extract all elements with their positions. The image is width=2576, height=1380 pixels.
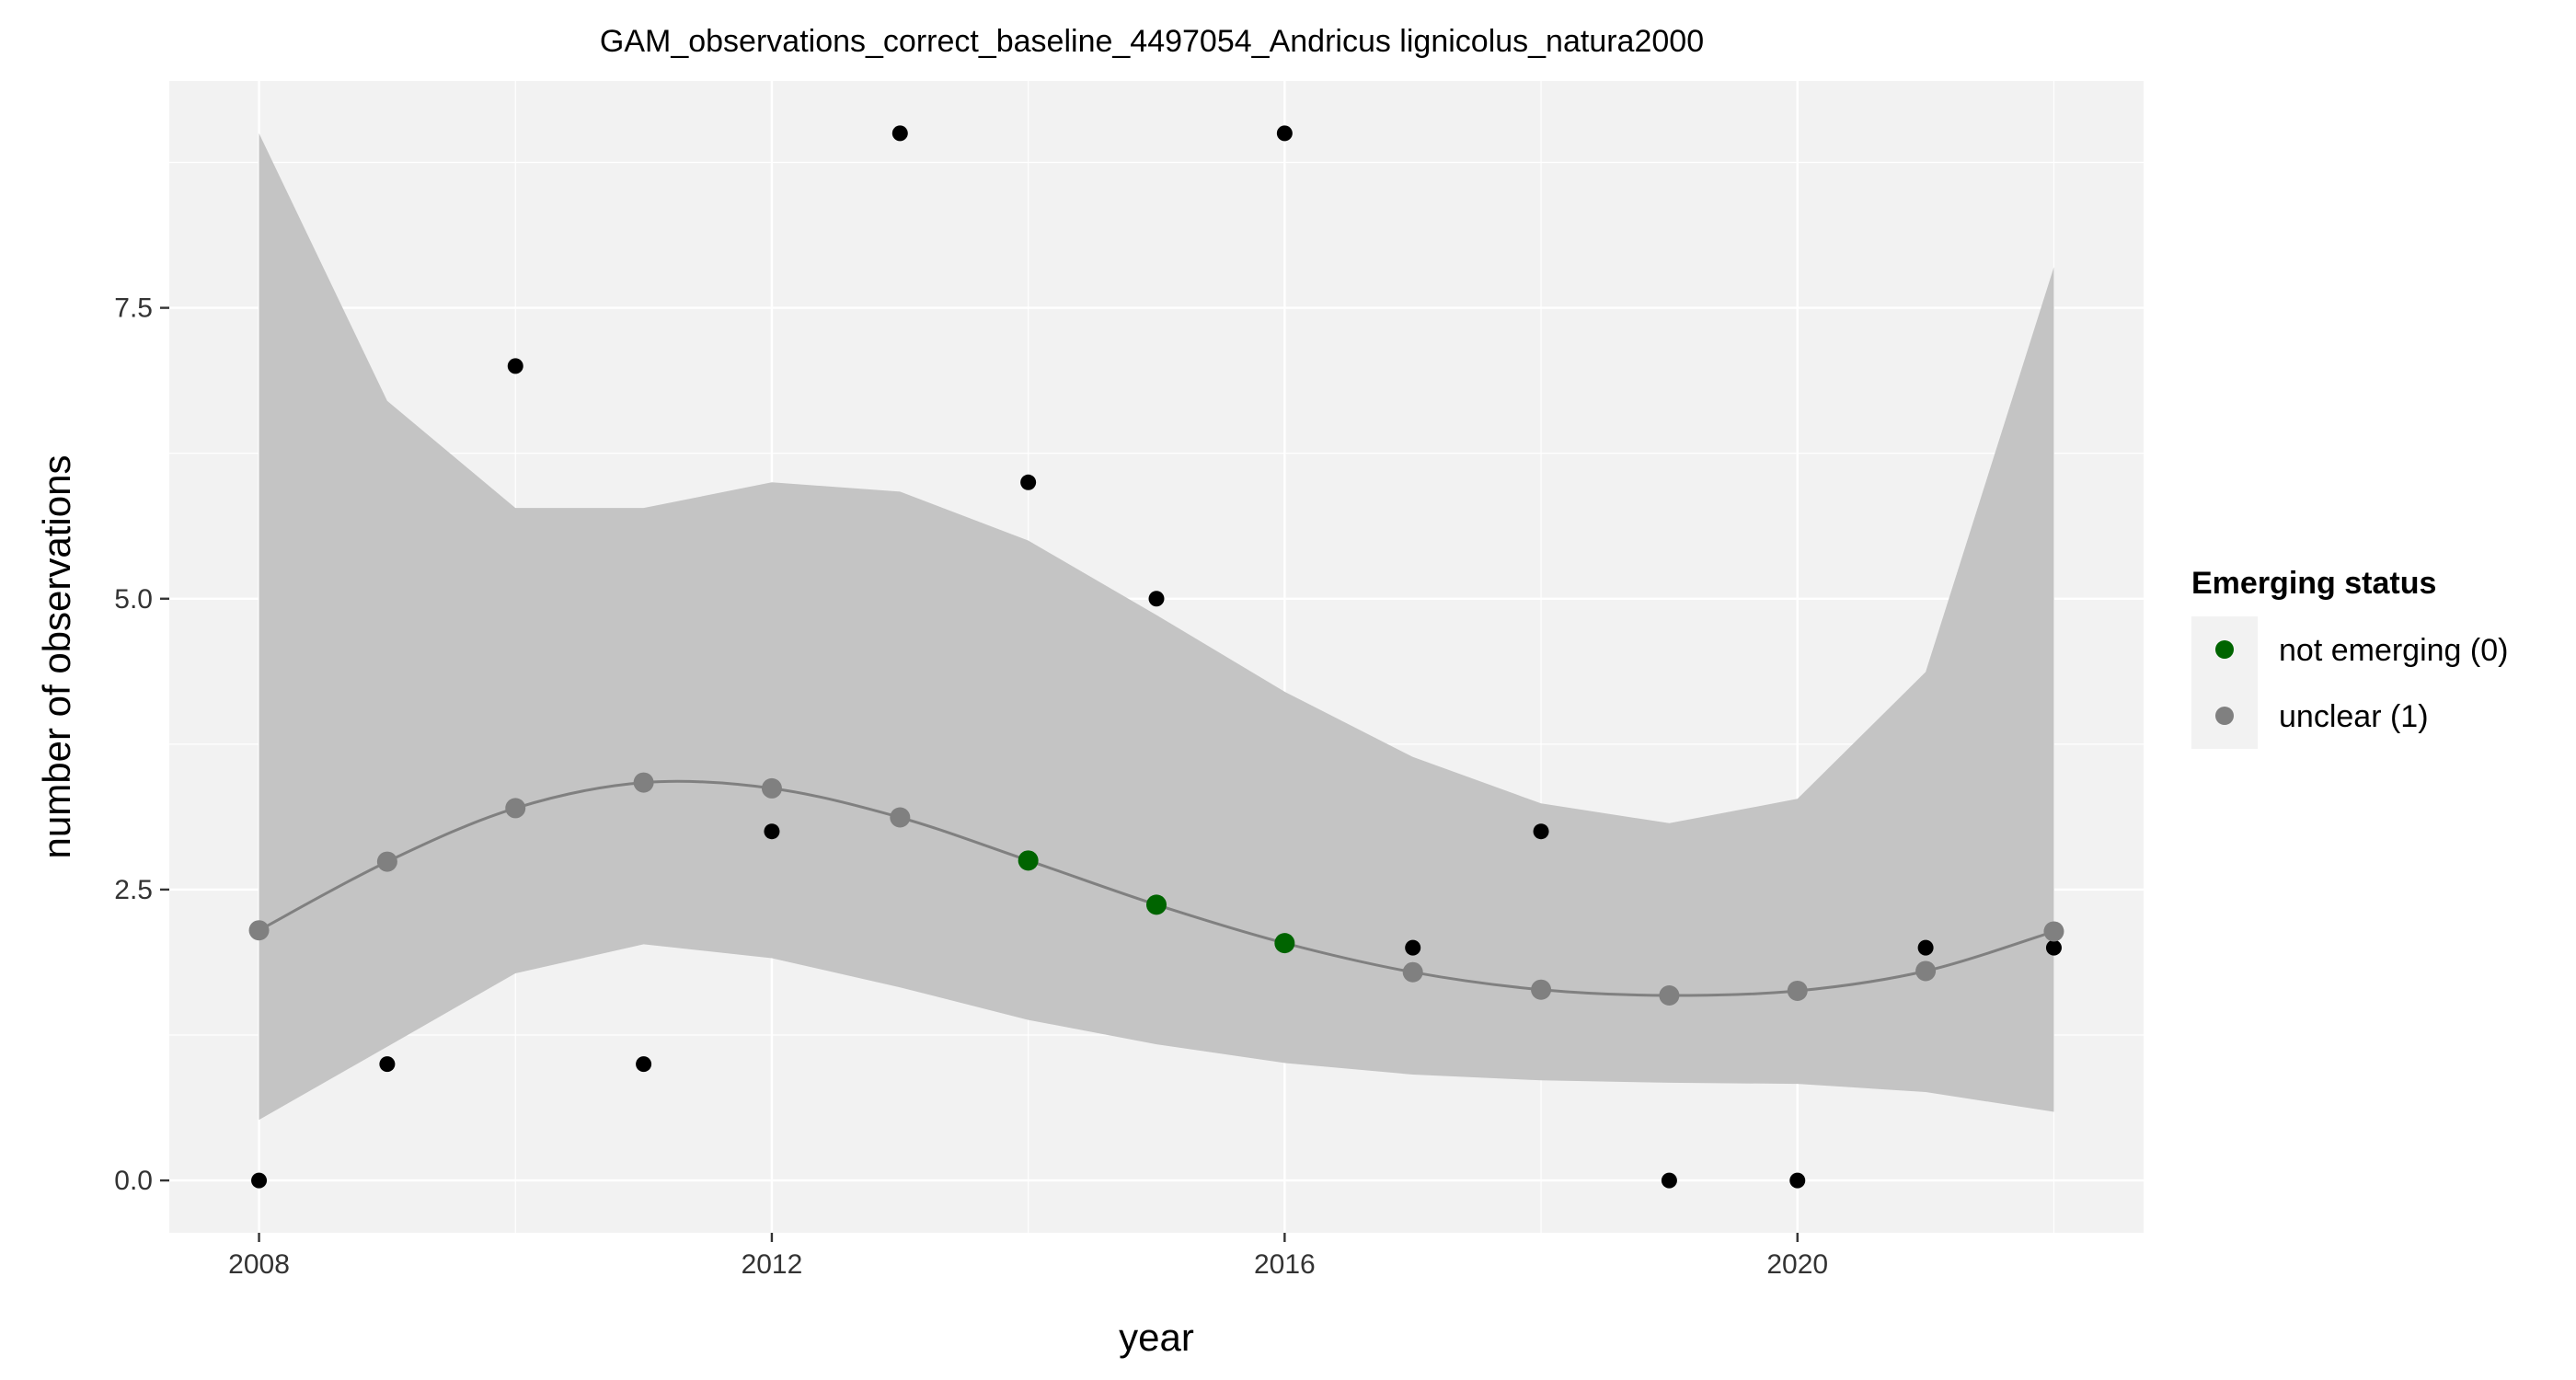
y-tick-label: 5.0	[114, 584, 153, 615]
fitted-point-unclear	[1659, 985, 1680, 1006]
fitted-points-layer	[248, 772, 2064, 1006]
y-tick-label: 0.0	[114, 1166, 153, 1196]
legend: Emerging status not emerging (0) unclear…	[2191, 566, 2508, 749]
fitted-point-unclear	[1915, 960, 1937, 982]
observed-point	[764, 823, 780, 840]
observed-point	[2045, 939, 2062, 956]
axes: 2008 2012 2016 2020 0.0 2.5 5.0 7.5	[114, 293, 1828, 1280]
observed-point	[1405, 939, 1421, 956]
y-axis-title: number of observations	[35, 455, 78, 859]
fitted-point-not-emerging	[1274, 933, 1295, 954]
fitted-point-unclear	[2043, 921, 2064, 942]
chart-title: GAM_observations_correct_baseline_449705…	[600, 24, 1704, 59]
x-axis-title: year	[1119, 1316, 1194, 1359]
legend-key-unclear	[2215, 707, 2234, 725]
legend-label-not-emerging: not emerging (0)	[2279, 633, 2508, 668]
fitted-point-unclear	[890, 807, 911, 828]
confidence-band	[259, 132, 2054, 1121]
legend-key-not-emerging	[2215, 640, 2234, 659]
observed-point	[1276, 125, 1293, 142]
observed-points-layer	[251, 125, 2062, 1189]
observed-point	[379, 1056, 396, 1073]
observed-point	[1661, 1172, 1677, 1189]
fitted-point-unclear	[505, 798, 526, 819]
observed-point	[1789, 1172, 1806, 1189]
observed-point	[251, 1172, 268, 1189]
confidence-band-layer	[259, 132, 2054, 1121]
observed-point	[636, 1056, 652, 1073]
y-tick-label: 2.5	[114, 875, 153, 905]
fitted-point-unclear	[1531, 979, 1552, 1000]
observed-point	[1917, 939, 1934, 956]
x-tick-label: 2020	[1766, 1249, 1828, 1280]
legend-title: Emerging status	[2191, 566, 2436, 601]
fitted-point-not-emerging	[1018, 850, 1039, 871]
fitted-point-unclear	[248, 920, 270, 941]
fitted-point-unclear	[376, 851, 397, 872]
observed-point	[1533, 823, 1549, 840]
fitted-point-not-emerging	[1146, 894, 1167, 915]
legend-label-unclear: unclear (1)	[2279, 699, 2429, 734]
x-tick-label: 2008	[228, 1249, 290, 1280]
observed-point	[891, 125, 908, 142]
fitted-point-unclear	[1787, 980, 1808, 1001]
fitted-point-unclear	[761, 777, 782, 799]
y-tick-label: 7.5	[114, 293, 153, 324]
observed-point	[1148, 591, 1165, 607]
x-tick-label: 2016	[1254, 1249, 1316, 1280]
fitted-point-unclear	[633, 772, 654, 793]
observed-point	[507, 358, 523, 374]
x-tick-label: 2012	[742, 1249, 803, 1280]
fitted-point-unclear	[1402, 961, 1423, 983]
observed-point	[1020, 474, 1037, 490]
